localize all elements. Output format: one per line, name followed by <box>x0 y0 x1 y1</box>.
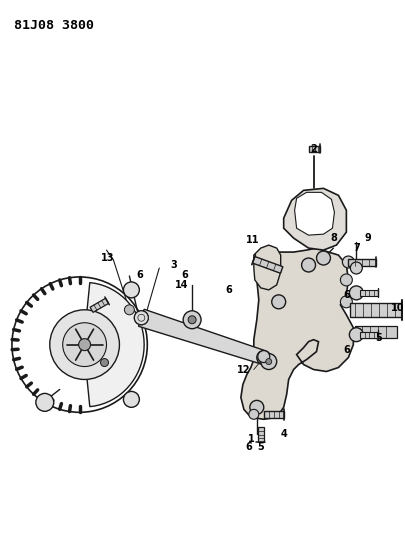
Polygon shape <box>254 245 281 290</box>
Text: 10: 10 <box>391 303 405 313</box>
Circle shape <box>266 359 272 365</box>
Circle shape <box>341 274 352 286</box>
Text: 81J08 3800: 81J08 3800 <box>14 19 94 32</box>
Polygon shape <box>90 298 109 312</box>
Polygon shape <box>252 256 283 273</box>
Text: 9: 9 <box>365 233 372 243</box>
Circle shape <box>124 305 134 315</box>
Text: 2: 2 <box>310 143 317 154</box>
Polygon shape <box>258 427 264 442</box>
Circle shape <box>250 400 264 414</box>
Text: 6: 6 <box>226 285 232 295</box>
Text: 6: 6 <box>343 290 350 300</box>
Circle shape <box>350 262 362 274</box>
Circle shape <box>124 391 139 407</box>
Circle shape <box>36 393 54 411</box>
Text: 12: 12 <box>237 365 251 375</box>
Circle shape <box>183 311 201 329</box>
Text: 11: 11 <box>246 235 260 245</box>
Text: 6: 6 <box>182 270 188 280</box>
Text: 3: 3 <box>171 260 177 270</box>
Circle shape <box>124 282 139 298</box>
Polygon shape <box>264 411 284 418</box>
Polygon shape <box>85 282 144 407</box>
Circle shape <box>134 311 148 325</box>
Circle shape <box>342 256 354 268</box>
Polygon shape <box>241 248 353 419</box>
Polygon shape <box>348 259 376 265</box>
Polygon shape <box>294 192 335 235</box>
Circle shape <box>302 258 315 272</box>
Polygon shape <box>355 326 397 338</box>
Polygon shape <box>284 188 346 250</box>
Circle shape <box>272 295 286 309</box>
Circle shape <box>134 311 148 325</box>
Text: 14: 14 <box>175 280 189 290</box>
Text: 6: 6 <box>136 270 143 280</box>
Text: 5: 5 <box>375 333 382 343</box>
Circle shape <box>249 409 259 419</box>
Polygon shape <box>309 146 320 151</box>
Polygon shape <box>360 290 378 296</box>
Text: 7: 7 <box>353 243 360 253</box>
Circle shape <box>188 316 196 324</box>
Circle shape <box>350 286 363 300</box>
Text: 6: 6 <box>245 442 252 452</box>
Polygon shape <box>350 303 402 317</box>
Text: 6: 6 <box>343 345 350 354</box>
Circle shape <box>257 351 271 365</box>
Text: 8: 8 <box>330 233 337 243</box>
Circle shape <box>50 310 119 379</box>
Circle shape <box>350 328 363 342</box>
Circle shape <box>100 359 109 367</box>
Text: 13: 13 <box>101 253 114 263</box>
Text: 4: 4 <box>280 429 287 439</box>
Circle shape <box>317 251 330 265</box>
Polygon shape <box>139 309 266 364</box>
Circle shape <box>79 338 91 351</box>
Text: 5: 5 <box>258 442 264 452</box>
Circle shape <box>341 296 352 308</box>
Polygon shape <box>360 332 378 338</box>
Circle shape <box>258 351 270 362</box>
Text: 1: 1 <box>247 434 254 444</box>
Circle shape <box>63 323 107 367</box>
Circle shape <box>261 353 277 369</box>
